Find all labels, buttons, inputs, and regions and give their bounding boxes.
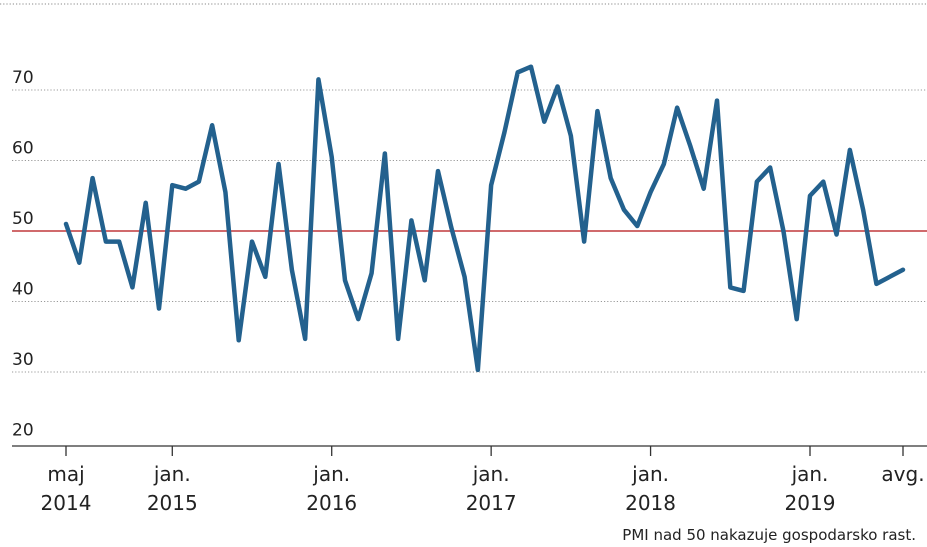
x-tick-year-4: 2018: [625, 491, 676, 515]
data-point-30: [463, 275, 467, 279]
data-point-39: [582, 240, 586, 244]
x-tick-year-1: 2015: [147, 491, 198, 515]
data-point-53: [768, 166, 772, 170]
data-point-4: [117, 240, 121, 244]
x-tick-month-3: jan.: [472, 462, 510, 486]
data-point-2: [91, 176, 95, 180]
data-point-17: [290, 268, 294, 272]
data-point-59: [848, 148, 852, 152]
data-point-9: [184, 187, 188, 191]
data-point-33: [502, 130, 506, 134]
data-point-23: [370, 271, 374, 275]
data-point-24: [383, 151, 387, 155]
data-point-34: [516, 70, 520, 74]
data-point-12: [223, 190, 227, 194]
x-tick-month-0: maj: [47, 462, 84, 486]
y-tick-label-50: 50: [12, 209, 34, 229]
chart-note: PMI nad 50 nakazuje gospodarsko rast.: [622, 526, 916, 544]
x-tick-year-3: 2017: [466, 491, 517, 515]
y-tick-label-30: 30: [12, 350, 34, 370]
x-tick-month-2: jan.: [312, 462, 350, 486]
data-point-42: [622, 208, 626, 212]
data-point-16: [277, 162, 281, 166]
data-point-3: [104, 240, 108, 244]
data-point-32: [489, 183, 493, 187]
data-point-0: [64, 222, 68, 226]
data-point-18: [303, 337, 307, 341]
data-point-62: [888, 275, 892, 279]
y-tick-label-40: 40: [12, 280, 34, 300]
data-point-43: [635, 224, 639, 228]
data-point-47: [688, 144, 692, 148]
data-point-46: [675, 106, 679, 110]
data-point-8: [170, 183, 174, 187]
data-point-10: [197, 180, 201, 184]
data-point-7: [157, 307, 161, 311]
data-point-40: [595, 109, 599, 113]
data-point-57: [821, 180, 825, 184]
data-point-36: [542, 120, 546, 124]
series-line-pmi: [63, 64, 906, 373]
data-point-6: [144, 201, 148, 205]
data-point-25: [396, 337, 400, 341]
x-tick-month-5: jan.: [791, 462, 829, 486]
y-tick-label-70: 70: [12, 68, 34, 88]
data-point-60: [861, 208, 865, 212]
data-point-19: [316, 77, 320, 81]
data-point-61: [874, 282, 878, 286]
data-point-45: [662, 162, 666, 166]
data-point-22: [356, 317, 360, 321]
x-tick-month-4: jan.: [631, 462, 669, 486]
data-point-14: [250, 240, 254, 244]
data-point-37: [556, 84, 560, 88]
data-point-38: [569, 134, 573, 138]
x-tick-labels: maj 2014 jan. 2015 jan. 2016 jan. 2017 jan. 2018 j…: [41, 446, 925, 515]
data-point-28: [436, 169, 440, 173]
data-point-20: [330, 155, 334, 159]
data-point-11: [210, 123, 214, 127]
data-point-56: [808, 194, 812, 198]
data-point-5: [130, 285, 134, 289]
x-tick-year-2: 2016: [306, 491, 357, 515]
data-point-21: [343, 278, 347, 282]
data-point-26: [409, 218, 413, 222]
data-point-49: [715, 99, 719, 103]
data-point-44: [649, 190, 653, 194]
y-tick-label-60: 60: [12, 139, 34, 159]
data-point-55: [795, 317, 799, 321]
x-tick-month-1: jan.: [153, 462, 191, 486]
data-point-63: [901, 268, 905, 272]
x-tick-year-5: 2019: [785, 491, 836, 515]
y-tick-label-20: 20: [12, 421, 34, 441]
data-point-51: [742, 289, 746, 293]
data-point-35: [529, 65, 533, 69]
data-point-54: [781, 229, 785, 233]
data-point-1: [77, 261, 81, 265]
data-point-41: [609, 176, 613, 180]
x-tick-year-0: 2014: [41, 491, 92, 515]
data-point-48: [702, 187, 706, 191]
data-point-50: [728, 285, 732, 289]
y-tick-labels: 20 30 40 50 60 70: [12, 68, 34, 441]
x-tick-month-6: avg.: [881, 462, 924, 486]
data-point-58: [835, 233, 839, 237]
data-point-27: [423, 278, 427, 282]
data-point-15: [263, 275, 267, 279]
data-point-31: [476, 368, 480, 372]
data-point-29: [449, 225, 453, 229]
data-point-52: [755, 180, 759, 184]
data-point-13: [237, 338, 241, 342]
